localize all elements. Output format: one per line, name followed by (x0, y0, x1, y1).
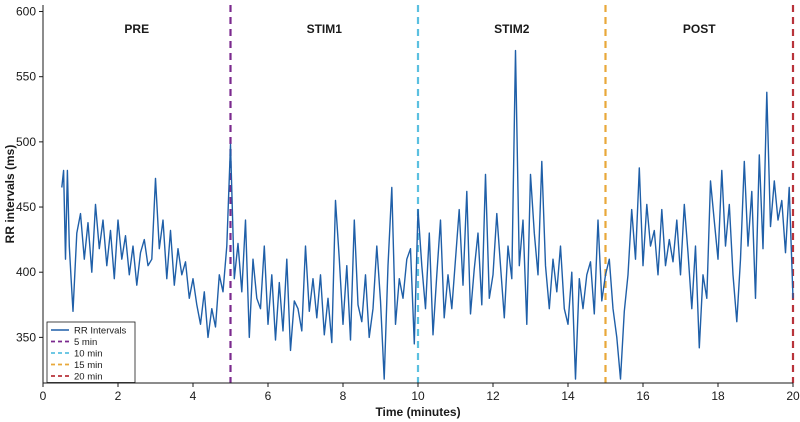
legend-label: RR Intervals (74, 326, 127, 337)
y-tick-label: 600 (16, 5, 36, 19)
legend-label: 20 min (74, 372, 103, 383)
y-tick-label: 350 (16, 330, 36, 344)
phase-label-post: POST (683, 22, 716, 36)
y-tick-label: 550 (16, 70, 36, 84)
x-tick-label: 6 (265, 389, 272, 403)
series-line-0 (61, 49, 794, 380)
legend-label: 15 min (74, 360, 103, 371)
legend-label: 5 min (74, 337, 97, 348)
x-tick-label: 12 (486, 389, 500, 403)
phase-label-stim1: STIM1 (307, 22, 343, 36)
phase-labels: PRE STIM1 STIM2 POST (124, 22, 716, 36)
legend-label: 10 min (74, 349, 103, 360)
y-tick-label: 500 (16, 135, 36, 149)
x-tick-label: 20 (786, 389, 800, 403)
y-axis-title: RR intervals (ms) (3, 145, 17, 244)
x-tick-label: 14 (561, 389, 575, 403)
x-tick-label: 8 (340, 389, 347, 403)
axes: 0 2 4 6 8 10 12 14 16 18 20 350 400 450 500 550 600 Time … (3, 5, 800, 419)
x-tick-label: 18 (711, 389, 725, 403)
phase-label-stim2: STIM2 (494, 22, 530, 36)
x-tick-label: 10 (411, 389, 425, 403)
series-lines (61, 49, 794, 380)
phase-label-pre: PRE (124, 22, 149, 36)
x-tick-label: 16 (636, 389, 650, 403)
y-tick-label: 400 (16, 265, 36, 279)
x-tick-label: 0 (40, 389, 47, 403)
x-axis-title: Time (minutes) (375, 405, 460, 419)
time-marker-lines (229, 5, 795, 383)
x-tick-label: 2 (115, 389, 122, 403)
y-tick-label: 450 (16, 200, 36, 214)
x-tick-label: 4 (190, 389, 197, 403)
